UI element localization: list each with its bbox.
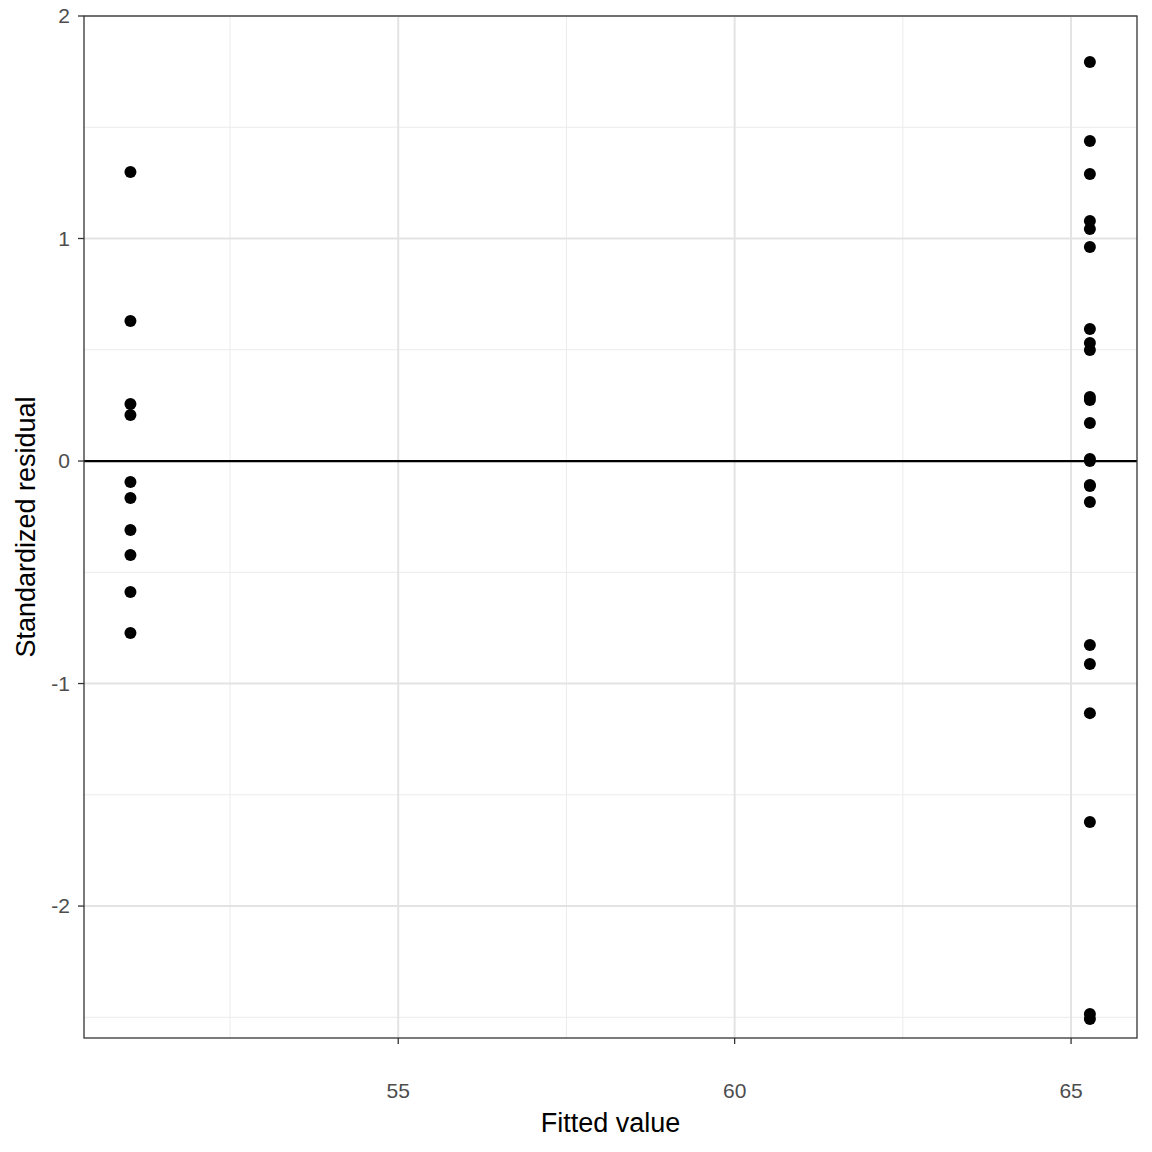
point <box>124 409 136 421</box>
minor-grid-x <box>566 16 567 1038</box>
y-axis-title: Standardized residual <box>11 396 41 657</box>
minor-grid-y <box>84 794 1137 795</box>
point <box>1084 496 1096 508</box>
tick-y <box>78 15 84 16</box>
tick-x <box>398 1038 399 1044</box>
tick-x <box>734 1038 735 1044</box>
point <box>1084 241 1096 253</box>
point <box>1084 479 1096 491</box>
point <box>124 398 136 410</box>
grid-line-x <box>1070 16 1072 1038</box>
tick-label-y: -1 <box>51 672 70 695</box>
point <box>1084 223 1096 235</box>
chart: 55 60 65 -2 -1 0 1 2 Fitted value Standardized re… <box>0 0 1152 1152</box>
point <box>124 549 136 561</box>
minor-grid-y <box>84 349 1137 350</box>
x-axis-title: Fitted value <box>541 1108 681 1138</box>
point <box>124 627 136 639</box>
point <box>1084 56 1096 68</box>
tick-label-y: 1 <box>58 227 70 250</box>
grid-line-x <box>734 16 736 1038</box>
grid-line-y <box>84 238 1137 240</box>
point <box>1084 816 1096 828</box>
point <box>1084 1013 1096 1025</box>
grid-line-y <box>84 460 1137 462</box>
point <box>1084 323 1096 335</box>
tick-y <box>78 683 84 684</box>
point <box>1084 344 1096 356</box>
background <box>0 0 1152 1152</box>
point <box>1084 394 1096 406</box>
minor-grid-y <box>84 127 1137 128</box>
grid-line-y <box>84 905 1137 907</box>
grid-line-x <box>397 16 399 1038</box>
tick-label-x: 65 <box>1059 1079 1082 1102</box>
tick-label-x: 55 <box>387 1079 410 1102</box>
panel-border <box>84 16 1137 1038</box>
point <box>124 166 136 178</box>
point <box>1084 417 1096 429</box>
point <box>1084 707 1096 719</box>
axes: 55 60 65 -2 -1 0 1 2 <box>51 4 1082 1102</box>
point <box>1084 480 1096 492</box>
tick-x <box>1070 1038 1071 1044</box>
grid-line-y <box>84 683 1137 685</box>
grid <box>84 16 1137 1038</box>
minor-grid-y <box>84 1017 1137 1018</box>
point <box>124 315 136 327</box>
point <box>124 586 136 598</box>
reference-line <box>84 460 1137 462</box>
minor-grid-y <box>84 572 1137 573</box>
point <box>124 492 136 504</box>
tick-label-y: -2 <box>51 894 70 917</box>
minor-grid-x <box>902 16 903 1038</box>
point <box>124 524 136 536</box>
tick-label-y: 0 <box>58 449 70 472</box>
tick-y <box>78 460 84 461</box>
point <box>1084 658 1096 670</box>
tick-label-y: 2 <box>58 4 70 27</box>
point <box>1084 639 1096 651</box>
point <box>1084 168 1096 180</box>
tick-y <box>78 238 84 239</box>
point <box>1084 135 1096 147</box>
point <box>124 476 136 488</box>
tick-label-x: 60 <box>723 1079 746 1102</box>
plot-area <box>84 56 1137 1025</box>
tick-y <box>78 905 84 906</box>
point <box>1084 455 1096 467</box>
minor-grid-x <box>230 16 231 1038</box>
